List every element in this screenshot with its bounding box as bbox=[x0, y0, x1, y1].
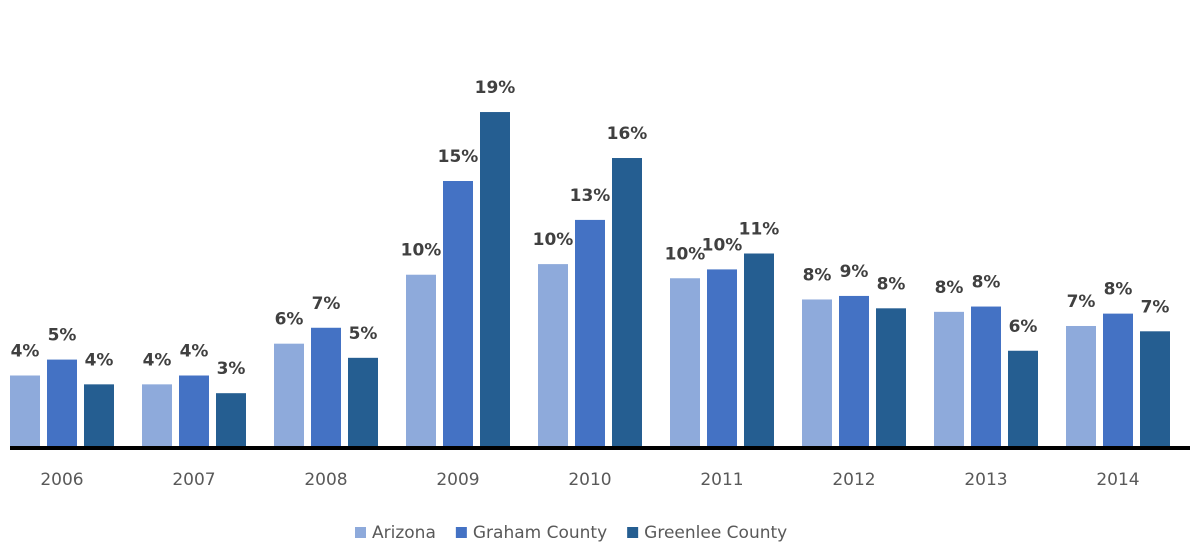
bar bbox=[348, 357, 378, 448]
bar bbox=[934, 311, 964, 448]
bar bbox=[10, 375, 40, 448]
x-tick-label: 2013 bbox=[964, 470, 1007, 490]
bar bbox=[480, 112, 510, 448]
data-label: 11% bbox=[739, 220, 780, 240]
data-label: 8% bbox=[877, 274, 906, 294]
bar bbox=[406, 274, 436, 448]
legend-swatch bbox=[455, 527, 467, 538]
bar bbox=[839, 295, 869, 448]
legend-swatch bbox=[627, 527, 639, 538]
data-label: 7% bbox=[1141, 297, 1170, 317]
data-label: 9% bbox=[840, 262, 869, 282]
data-label: 8% bbox=[935, 278, 964, 298]
bar bbox=[216, 393, 246, 448]
bar bbox=[274, 343, 304, 448]
x-tick-label: 2008 bbox=[304, 470, 347, 490]
legend-label: Graham County bbox=[473, 523, 607, 543]
data-label: 10% bbox=[665, 244, 706, 264]
bar bbox=[707, 269, 737, 448]
data-label: 5% bbox=[48, 326, 77, 346]
bar bbox=[670, 278, 700, 448]
bar bbox=[1008, 350, 1038, 448]
x-tick-label: 2010 bbox=[568, 470, 611, 490]
legend-swatch bbox=[355, 527, 366, 538]
bar bbox=[575, 219, 605, 448]
bar bbox=[443, 181, 473, 448]
data-label: 15% bbox=[438, 147, 479, 167]
bar bbox=[1140, 331, 1170, 448]
data-label: 4% bbox=[11, 342, 40, 362]
bar bbox=[311, 327, 341, 448]
x-tick-label: 2014 bbox=[1096, 470, 1139, 490]
bar bbox=[876, 308, 906, 448]
legend-label: Greenlee County bbox=[644, 523, 787, 543]
data-label: 4% bbox=[180, 342, 209, 362]
data-label: 5% bbox=[349, 324, 378, 344]
bar bbox=[538, 264, 568, 448]
legend-label: Arizona bbox=[372, 523, 436, 543]
data-label: 8% bbox=[803, 265, 832, 285]
bar bbox=[179, 375, 209, 448]
bar bbox=[84, 384, 114, 448]
bar bbox=[971, 306, 1001, 448]
bar bbox=[802, 299, 832, 448]
bar bbox=[47, 359, 77, 448]
data-label: 8% bbox=[1104, 280, 1133, 300]
data-label: 19% bbox=[475, 78, 516, 98]
data-label: 10% bbox=[401, 241, 442, 261]
data-label: 13% bbox=[570, 186, 611, 206]
data-label: 3% bbox=[217, 359, 246, 379]
bar bbox=[142, 384, 172, 448]
data-label: 7% bbox=[1067, 292, 1096, 312]
data-label: 6% bbox=[275, 310, 304, 330]
data-label: 7% bbox=[312, 294, 341, 314]
data-label: 8% bbox=[972, 273, 1001, 293]
bar bbox=[744, 253, 774, 448]
data-label: 10% bbox=[533, 230, 574, 250]
data-label: 6% bbox=[1009, 317, 1038, 337]
data-label: 10% bbox=[702, 235, 743, 255]
data-label: 16% bbox=[607, 124, 648, 144]
bar bbox=[612, 158, 642, 448]
x-tick-label: 2007 bbox=[172, 470, 215, 490]
data-label: 4% bbox=[85, 350, 114, 370]
x-tick-label: 2009 bbox=[436, 470, 479, 490]
x-tick-label: 2006 bbox=[40, 470, 83, 490]
x-tick-label: 2012 bbox=[832, 470, 875, 490]
bar bbox=[1066, 325, 1096, 448]
data-label: 4% bbox=[143, 350, 172, 370]
bar bbox=[1103, 313, 1133, 448]
x-tick-label: 2011 bbox=[700, 470, 743, 490]
